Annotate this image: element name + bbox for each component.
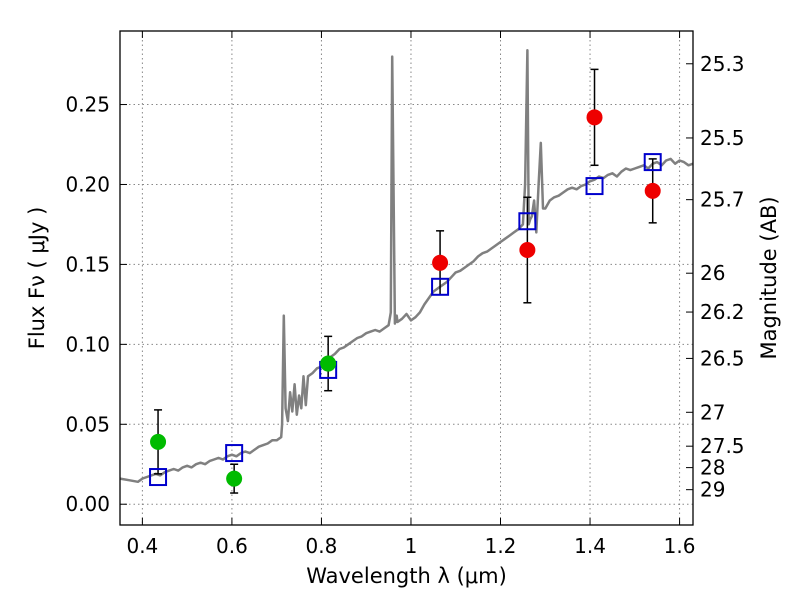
y-tick-label: 0.05: [65, 412, 110, 436]
x-tick-label: 1.6: [664, 534, 696, 558]
right-tick-label: 25.3: [700, 52, 745, 76]
x-tick-label: 1.2: [485, 534, 517, 558]
model-square-marker: [518, 212, 537, 231]
y-tick-label: 0.25: [65, 93, 110, 117]
x-tick-label: 0.4: [126, 534, 158, 558]
right-tick-label: 27: [700, 400, 725, 424]
marker-layer: [149, 109, 662, 487]
y-tick-label: 0.00: [65, 492, 110, 516]
right-tick-label: 25.5: [700, 126, 745, 150]
spectrum-layer: [119, 48, 694, 484]
tick-layer: 0.4 0.6 0.8 1 1.2 1.4 1.6 0.00 0.05 0.10 0.15 0.20 0…: [65, 31, 745, 558]
model-square-marker: [225, 444, 244, 463]
x-tick-label: 1.4: [574, 534, 606, 558]
model-square-marker: [431, 277, 450, 296]
model-square-marker: [585, 177, 604, 196]
right-tick-label: 25.7: [700, 188, 745, 212]
red-data-point: [586, 109, 603, 126]
right-tick-label: 26.5: [700, 346, 745, 370]
x-tick-label: 1: [405, 534, 418, 558]
grid: [120, 31, 693, 525]
green-data-point: [150, 433, 167, 450]
red-data-point: [644, 182, 661, 199]
x-tick-label: 0.6: [216, 534, 248, 558]
x-axis-label: Wavelength λ (μm): [306, 564, 507, 588]
green-data-point: [320, 355, 337, 372]
right-tick-label: 27.5: [700, 434, 745, 458]
y-tick-label: 0.10: [65, 332, 110, 356]
red-data-point: [432, 254, 449, 271]
plot-frame: [119, 30, 694, 526]
right-tick-label: 29: [700, 478, 725, 502]
model-square-marker: [643, 153, 662, 172]
y-axis-label: Flux Fν ( μJy ): [25, 207, 49, 350]
x-tick-label: 0.8: [306, 534, 338, 558]
right-tick-label: 28: [700, 456, 725, 480]
right-tick-label: 26: [700, 261, 725, 285]
right-axis-label: Magnitude (AB): [757, 196, 781, 359]
y-tick-label: 0.20: [65, 172, 110, 196]
errorbar-layer: [154, 68, 657, 494]
y-tick-label: 0.15: [65, 252, 110, 276]
green-data-point: [226, 470, 243, 487]
right-tick-label: 26.2: [700, 300, 745, 324]
spectrum-line: [119, 48, 694, 484]
model-square-marker: [149, 468, 168, 487]
red-data-point: [519, 242, 536, 259]
